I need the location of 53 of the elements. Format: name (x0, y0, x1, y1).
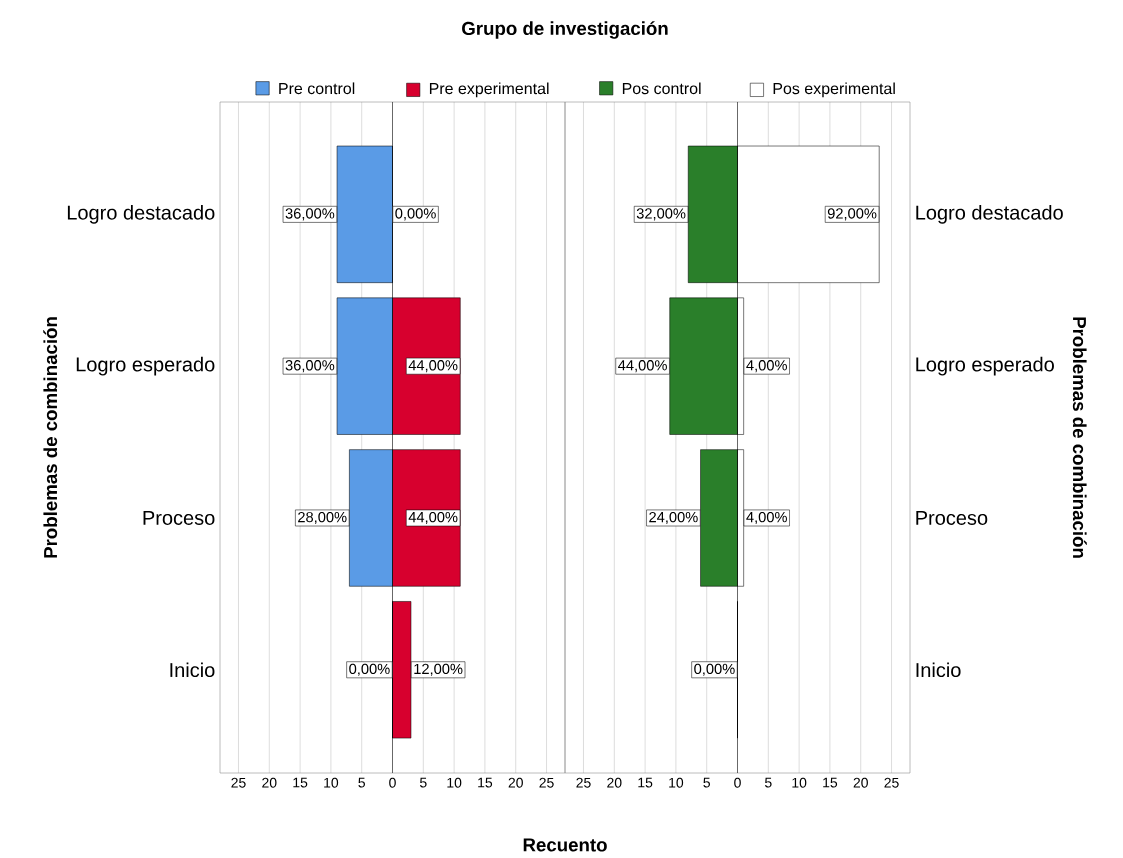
annotation: 36,00% (285, 208, 335, 221)
legend-label: Pre control (279, 82, 355, 95)
y-tick-label: Inicio (916, 662, 961, 678)
x-tick-label: 5 (703, 777, 711, 788)
x-tick-label: 5 (419, 777, 427, 788)
x-tick-label: 25 (576, 777, 591, 788)
annotation: 0,00% (349, 663, 390, 676)
legend-label: Pos control (622, 82, 701, 95)
annotation: 4,00% (746, 360, 787, 373)
x-tick-label: 0 (734, 777, 741, 788)
annotation: 44,00% (408, 511, 458, 525)
x-tick-label: 20 (607, 777, 622, 788)
chart-title: Grupo de investigación (462, 21, 668, 39)
annotation: 4,00% (746, 511, 787, 525)
x-axis-title: Recuento (523, 838, 607, 852)
y-tick-label: Logro esperado (916, 356, 1054, 376)
x-tick-label: 15 (293, 777, 308, 788)
x-tick-label: 15 (638, 777, 653, 788)
x-tick-label: 20 (853, 777, 868, 788)
annotation: 92,00% (827, 208, 877, 221)
x-tick-label: 5 (764, 777, 772, 788)
y-tick-label: Logro destacado (67, 205, 215, 224)
annotation: 24,00% (649, 511, 698, 525)
x-tick-label: 20 (508, 777, 523, 788)
annotation: 44,00% (618, 360, 667, 373)
annotation: 0,00% (694, 663, 735, 676)
y-axis-title: Problemas de combinación (43, 317, 58, 558)
annotation: 28,00% (298, 511, 347, 525)
x-tick-label: 25 (231, 777, 246, 788)
x-tick-label: 20 (262, 777, 277, 788)
y-axis-title: Problemas de combinación (1072, 317, 1087, 558)
x-tick-label: 25 (539, 777, 554, 788)
x-tick-label: 5 (358, 777, 365, 788)
y-tick-label: Proceso (143, 510, 215, 525)
annotation: 44,00% (408, 360, 458, 373)
x-tick-label: 10 (447, 777, 462, 788)
x-tick-label: 25 (884, 777, 899, 788)
annotation: 0,00% (395, 208, 436, 221)
x-tick-label: 15 (823, 777, 838, 788)
legend-label: Pos experimental (773, 82, 895, 98)
annotation: 32,00% (636, 208, 686, 221)
y-tick-label: Proceso (916, 510, 988, 525)
x-tick-label: 0 (389, 777, 396, 788)
x-tick-label: 10 (669, 777, 684, 788)
annotation: 12,00% (414, 663, 463, 676)
annotation: 36,00% (285, 360, 335, 373)
x-tick-label: 15 (478, 777, 493, 788)
y-tick-label: Logro destacado (916, 205, 1063, 224)
x-tick-label: 10 (324, 777, 339, 788)
y-tick-label: Inicio (170, 662, 215, 678)
legend-label: Pre experimental (429, 82, 549, 98)
y-tick-label: Logro esperado (76, 356, 215, 376)
x-tick-label: 10 (792, 777, 807, 788)
